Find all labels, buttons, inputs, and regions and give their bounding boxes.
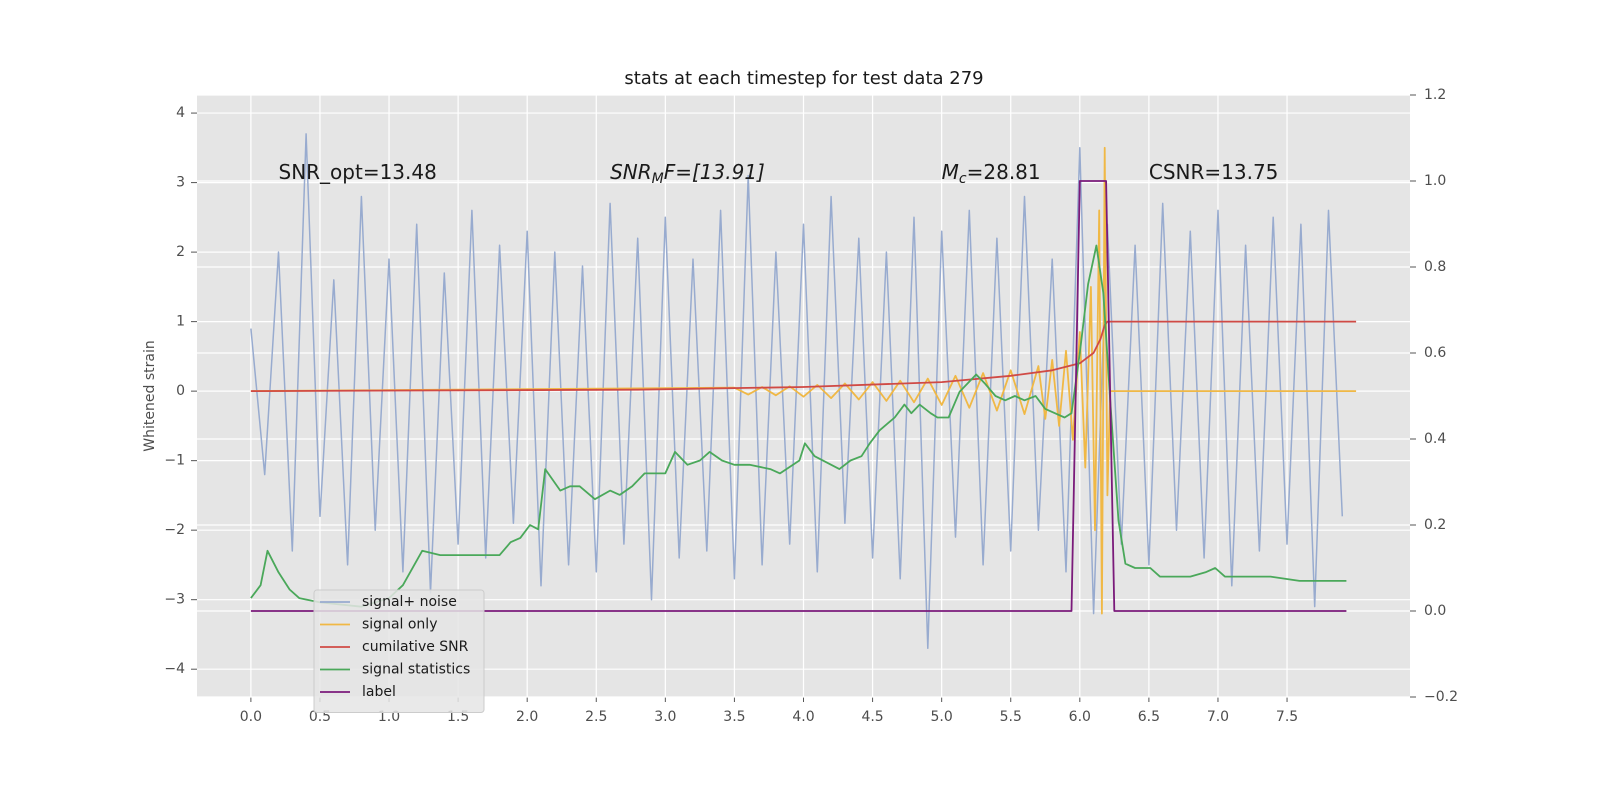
y-tick-label: 0 — [176, 383, 185, 399]
x-tick-label: 4.0 — [792, 709, 814, 725]
y-axis-label: Whitened strain — [142, 340, 158, 451]
series-layer — [250, 133, 1357, 650]
legend-label: signal+ noise — [362, 594, 457, 610]
grid — [191, 94, 1416, 702]
y2-tick-label: 1.2 — [1424, 87, 1446, 103]
annotation: CSNR=13.75 — [1149, 160, 1279, 184]
y2-tick-label: 0.2 — [1424, 517, 1446, 533]
y-tick-label: −2 — [164, 522, 185, 538]
series-line — [250, 146, 1357, 615]
legend-label: cumilative SNR — [362, 639, 469, 655]
annotation-base: SNR — [610, 160, 652, 184]
y2-tick-label: 0.6 — [1424, 345, 1446, 361]
x-tick-label: 6.0 — [1069, 709, 1091, 725]
x-tick-label: 2.5 — [585, 709, 607, 725]
y2-tick-label: 0.0 — [1424, 603, 1446, 619]
annotation-sub: M — [652, 171, 664, 187]
annotation-text: CSNR=13.75 — [1149, 160, 1279, 184]
legend-label: signal statistics — [362, 662, 470, 678]
x-tick-label: 2.0 — [516, 709, 538, 725]
annotation: Mc=28.81 — [942, 160, 1041, 188]
x-tick-label: 7.0 — [1207, 709, 1229, 725]
x-tick-label: 4.5 — [861, 709, 883, 725]
x-tick-label: 0.0 — [240, 709, 262, 725]
annotation-rest: F=[13.91] — [664, 160, 765, 184]
x-tick-label: 5.0 — [931, 709, 953, 725]
series-line — [250, 244, 1347, 608]
y2-tick-label: 0.8 — [1424, 259, 1446, 275]
annotation-sub: c — [959, 171, 967, 187]
legend-label: label — [362, 684, 396, 700]
series-line — [250, 133, 1344, 650]
annotation: SNR_opt=13.48 — [279, 160, 437, 184]
x-tick-label: 7.5 — [1276, 709, 1298, 725]
y-tick-label: −1 — [164, 453, 185, 469]
y-tick-label: −3 — [164, 592, 185, 608]
legend: signal+ noise signal only cumilative SNR si… — [313, 589, 485, 713]
y2-tick-label: 1.0 — [1424, 173, 1446, 189]
chart-title: stats at each timestep for test data 279 — [624, 68, 983, 89]
y-tick-label: −4 — [164, 661, 185, 677]
legend-label: signal only — [362, 617, 437, 633]
y-tick-label: 4 — [176, 105, 185, 121]
annotation-text: SNR_opt=13.48 — [279, 160, 437, 184]
annotation-rest: =28.81 — [967, 160, 1041, 184]
legend-box — [313, 589, 485, 713]
series-line — [250, 180, 1347, 612]
y-tick-label: 2 — [176, 244, 185, 260]
annotation: SNRMF=[13.91] — [610, 160, 765, 188]
y-tick-label: 1 — [176, 314, 185, 330]
x-tick-label: 5.5 — [1000, 709, 1022, 725]
x-tick-label: 6.5 — [1138, 709, 1160, 725]
y-tick-label: 3 — [176, 175, 185, 191]
y2-tick-label: −0.2 — [1424, 689, 1458, 705]
x-tick-label: 3.0 — [654, 709, 676, 725]
y2-tick-label: 0.4 — [1424, 431, 1446, 447]
x-tick-label: 3.5 — [723, 709, 745, 725]
annotation-base: M — [942, 160, 959, 184]
overlay: 0.0 0.5 1.0 1.5 2.0 2.5 3.0 3.5 4.0 4.5 5.0 5.5 6.0 6… — [164, 87, 1458, 725]
